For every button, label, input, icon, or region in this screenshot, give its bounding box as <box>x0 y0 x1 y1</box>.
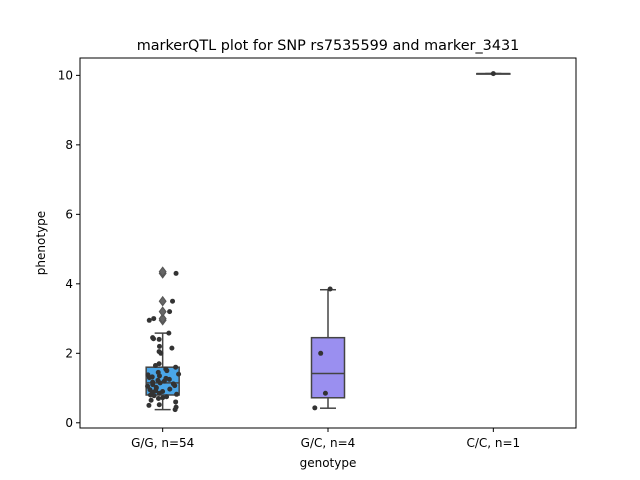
y-axis-label: phenotype <box>34 211 48 275</box>
outlier-marker <box>158 313 167 324</box>
data-point <box>318 350 324 356</box>
data-point <box>173 399 179 405</box>
data-point <box>167 386 173 392</box>
y-tick-label: 4 <box>65 277 73 291</box>
data-point <box>156 336 162 342</box>
data-point <box>156 343 162 349</box>
box-group <box>145 266 182 413</box>
x-tick-label: G/G, n=54 <box>131 436 194 450</box>
data-point <box>173 270 179 276</box>
data-point <box>490 71 496 77</box>
data-point <box>160 395 166 401</box>
data-point <box>156 361 162 367</box>
data-point <box>170 298 176 304</box>
data-point <box>155 369 161 375</box>
data-point <box>327 286 333 292</box>
data-point <box>151 316 157 322</box>
data-point <box>156 349 162 355</box>
data-point <box>166 330 172 336</box>
y-tick-label: 2 <box>65 346 73 360</box>
box-group <box>476 71 511 77</box>
data-point <box>145 372 151 378</box>
data-point <box>153 384 159 390</box>
plot-area <box>145 71 511 413</box>
data-point <box>170 381 176 387</box>
data-point <box>150 379 156 385</box>
chart-title: markerQTL plot for SNP rs7535599 and mar… <box>137 38 520 54</box>
outlier-marker <box>158 295 167 307</box>
data-point <box>156 402 162 408</box>
data-point <box>150 335 156 341</box>
y-tick-label: 8 <box>65 138 73 152</box>
box-group <box>310 286 346 411</box>
data-point <box>148 397 154 403</box>
x-tick-label: G/C, n=4 <box>301 436 356 450</box>
data-point <box>146 402 152 408</box>
data-point <box>163 366 169 372</box>
data-point <box>174 391 180 397</box>
box-iqr <box>310 336 346 399</box>
y-axis: 0 2 4 6 8 10 <box>58 68 80 430</box>
x-tick-label: C/C, n=1 <box>466 436 520 450</box>
data-point <box>173 364 179 370</box>
data-point <box>155 395 161 401</box>
outlier-marker <box>158 306 167 317</box>
outlier-marker <box>158 266 167 277</box>
data-point <box>169 345 175 351</box>
data-point <box>164 394 170 400</box>
data-point <box>149 374 155 380</box>
data-point <box>322 390 328 396</box>
data-point <box>146 317 152 323</box>
data-point <box>155 377 161 383</box>
x-axis: G/G, n=54 G/C, n=4 C/C, n=1 <box>131 428 520 450</box>
y-tick-label: 0 <box>65 416 73 430</box>
data-point <box>176 371 182 377</box>
data-point <box>163 375 169 381</box>
data-point <box>173 404 179 410</box>
data-point <box>167 309 173 315</box>
x-axis-label: genotype <box>300 456 357 470</box>
data-point <box>312 405 318 411</box>
data-point <box>145 383 151 389</box>
y-tick-label: 6 <box>65 207 73 221</box>
y-tick-label: 10 <box>58 68 73 82</box>
data-point <box>160 389 166 395</box>
